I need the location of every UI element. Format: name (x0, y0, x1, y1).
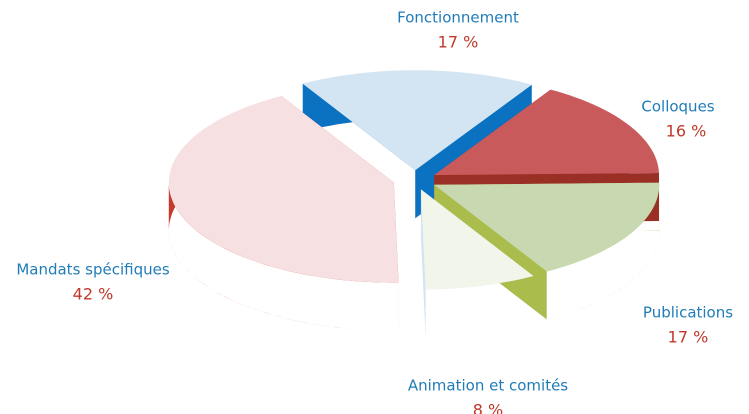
slice-label: Fonctionnement (397, 9, 519, 27)
value-label: 42 % (73, 285, 114, 304)
value-label: 17 % (438, 33, 479, 52)
slice (302, 70, 532, 171)
value-label: 16 % (666, 122, 707, 141)
slice-label: Publications (643, 304, 733, 322)
slice (434, 182, 660, 272)
value-label: 17 % (668, 328, 709, 347)
slice (420, 189, 534, 290)
value-label: 8 % (473, 401, 503, 414)
slice (434, 89, 659, 176)
slice-label: Animation et comités (408, 377, 568, 395)
slice-label: Mandats spécifiques (16, 261, 170, 279)
slice-label: Colloques (641, 98, 714, 116)
slice (168, 96, 399, 283)
